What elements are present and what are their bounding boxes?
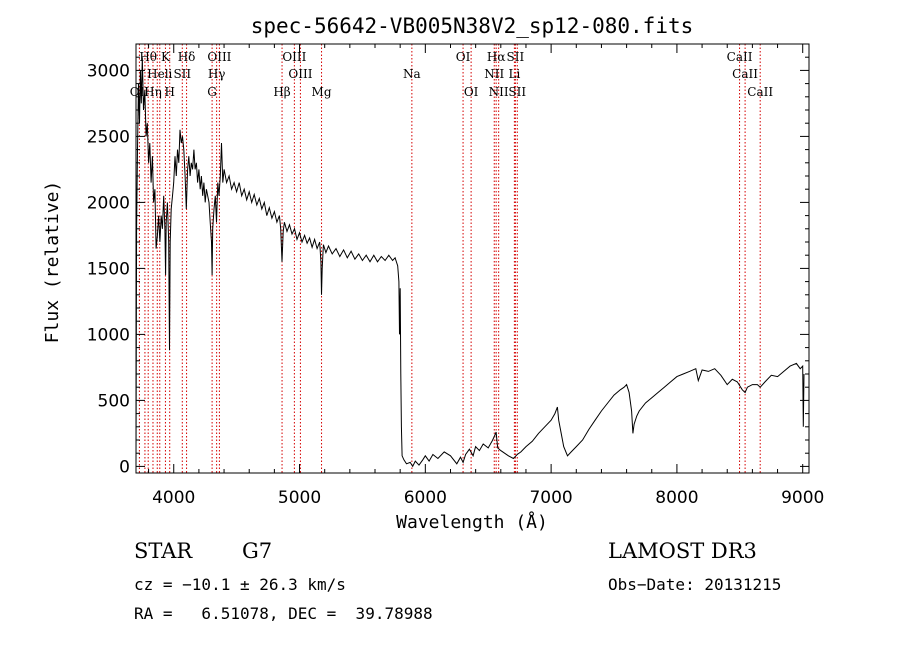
y-axis-label: Flux (relative) [42,181,63,344]
y-tick-label: 3000 [87,61,130,81]
spectral-line-label: Hβ [273,85,290,99]
object-subclass: G7 [242,539,273,563]
spectral-line-markers [138,44,761,473]
x-tick-label: 9000 [781,488,824,508]
spectral-line-label: Hη [144,85,162,99]
x-axis-ticks: 4000 5000 6000 7000 8000 9000 [148,44,824,508]
spectral-line-label: G [207,85,217,99]
x-tick-label: 6000 [404,488,447,508]
spectral-line-label: OIII [207,50,231,64]
y-tick-label: 1500 [87,259,130,279]
spectral-line-label: Li [508,67,520,81]
observation-date: Obs−Date: 20131215 [608,575,782,594]
x-tick-label: 7000 [529,488,572,508]
spectral-line-label: NII [484,67,504,81]
spectral-line-label: Na [403,67,421,81]
chart-title: spec-56642-VB005N38V2_sp12-080.fits [251,14,694,38]
y-tick-label: 2500 [87,127,130,147]
spectral-line-label: SII [508,85,526,99]
spectral-line-label: CaII [747,85,773,99]
y-tick-label: 0 [119,457,130,477]
spectral-line-label: Hα [487,50,506,64]
spectral-line-label: OIII [282,50,306,64]
spectral-line-label: CaII [732,67,758,81]
y-axis-ticks: 0 500 1000 1500 2000 2500 3000 [87,56,809,477]
spectral-line-label: OI [464,85,479,99]
object-class: STAR [134,539,193,563]
spectral-line-label: CaII [727,50,753,64]
redshift-velocity: cz = −10.1 ± 26.3 km/s [134,575,346,594]
survey-name: LAMOST DR3 [608,539,757,563]
x-tick-label: 4000 [152,488,195,508]
spectral-line-label: SII [507,50,525,64]
x-axis-label: Wavelength (Å) [396,511,548,533]
x-tick-label: 5000 [278,488,321,508]
spectral-line-label: K [161,50,171,64]
spectral-line-label: Hθ [139,50,157,64]
ra-dec-coordinates: RA = 6.51078, DEC = 39.78988 [134,604,433,623]
spectral-line-label: OI [456,50,471,64]
plot-frame [135,43,810,474]
spectral-line-label: NII [489,85,509,99]
spectral-line-label: Hδ [178,50,196,64]
y-tick-label: 500 [98,391,130,411]
spectral-line-label: Mg [312,85,332,99]
x-tick-label: 8000 [655,488,698,508]
spectral-line-label: Heli [147,67,172,81]
y-tick-label: 1000 [87,325,130,345]
spectral-line-label: OIII [288,67,312,81]
spectral-line-label: H [164,85,174,99]
spectral-line-label: SII [173,67,191,81]
y-tick-label: 2000 [87,193,130,213]
spectrum-series-line [135,57,805,468]
spectral-line-label: Hγ [208,67,226,81]
